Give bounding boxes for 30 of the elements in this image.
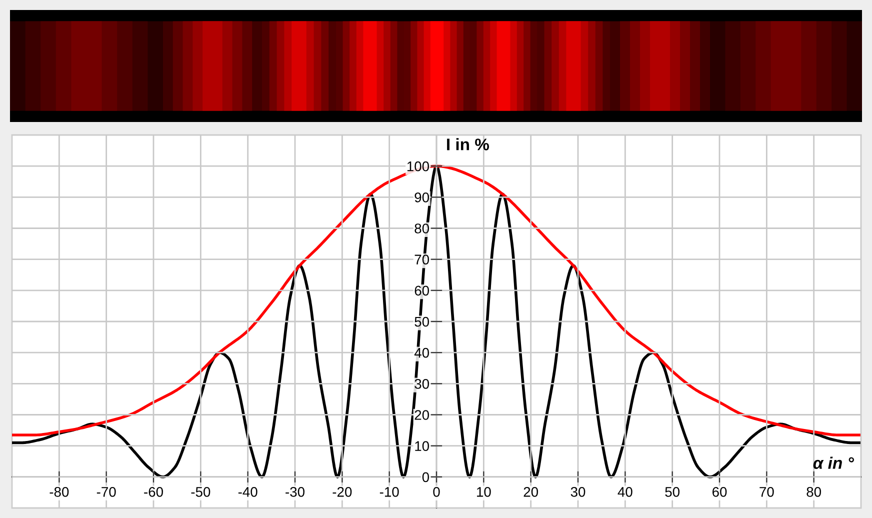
y-tick-label: 70	[414, 254, 430, 265]
y-tick-label: 0	[422, 472, 430, 482]
x-tick-label: -30	[286, 487, 304, 497]
x-tick-label: -10	[380, 487, 399, 497]
x-tick-label: 20	[524, 487, 538, 497]
y-tick-label: 90	[414, 192, 430, 202]
y-tick-label: 10	[415, 441, 430, 452]
x-tick-label: -60	[144, 487, 163, 497]
x-axis-title: α in °	[813, 456, 854, 469]
y-tick-label: 20	[414, 410, 430, 420]
x-tick-label: 50	[665, 487, 680, 497]
x-tick-label: -20	[332, 487, 352, 497]
y-tick-label: 30	[414, 379, 430, 389]
y-tick-label: 40	[414, 348, 430, 358]
x-tick-label: 40	[618, 487, 632, 497]
x-tick-label: -80	[50, 487, 69, 497]
y-tick-label: 50	[414, 316, 430, 327]
x-tick-label: -40	[238, 487, 258, 497]
x-tick-label: 30	[570, 487, 586, 497]
y-tick-label: 60	[414, 286, 430, 296]
x-tick-label: 60	[712, 487, 727, 497]
x-tick-label: -50	[191, 487, 210, 497]
x-tick-label: -70	[96, 487, 116, 497]
x-tick-label: 70	[760, 487, 774, 497]
y-tick-label: 80	[414, 224, 430, 234]
y-tick-label: 100	[407, 161, 430, 172]
x-tick-label: 0	[433, 487, 440, 497]
x-tick-label: 10	[477, 487, 491, 497]
x-tick-label: 80	[806, 487, 822, 497]
y-axis-title: I in %	[447, 138, 490, 150]
